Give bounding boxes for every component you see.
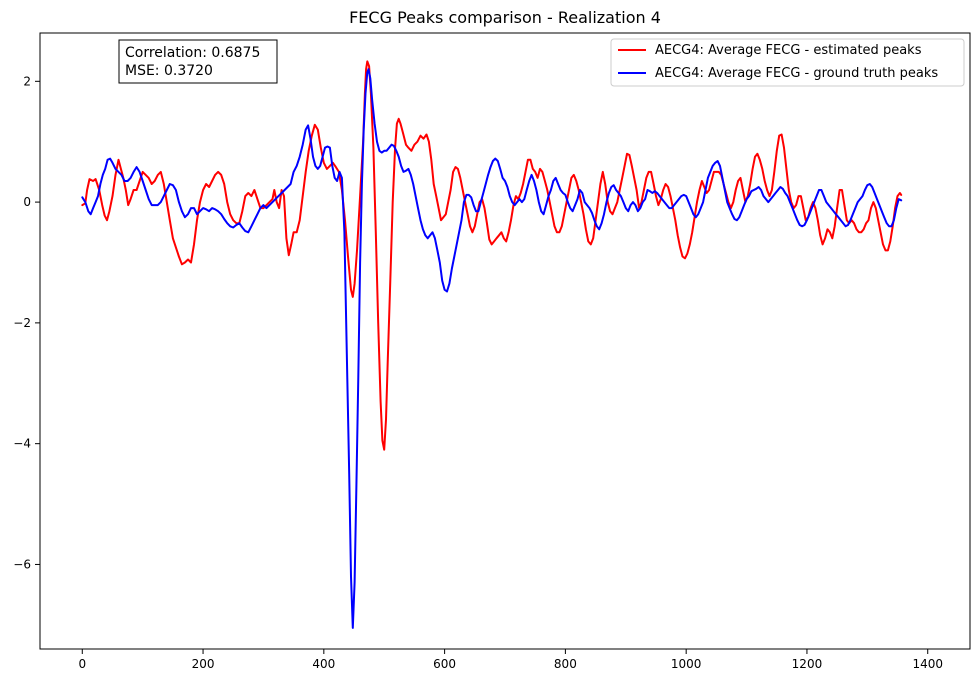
x-tick-label: 1000 [671,657,702,671]
axes-frame [39,32,971,650]
correlation-text: Correlation: 0.6875 [125,45,260,61]
x-tick-label: 0 [78,657,86,671]
legend-label-estimated: AECG4: Average FECG - estimated peaks [655,43,922,58]
y-tick-label: −4 [13,437,31,451]
y-axis: 2 0 −2 −4 −6 [13,74,40,571]
x-tick-label: 800 [554,657,577,671]
x-tick-label: 1200 [792,657,823,671]
series-line-ground-truth [81,68,903,629]
legend-label-ground-truth: AECG4: Average FECG - ground truth peaks [655,66,938,81]
y-tick-label: −6 [13,557,31,571]
chart-title: FECG Peaks comparison - Realization 4 [349,8,661,27]
x-tick-label: 1400 [912,657,943,671]
x-tick-label: 200 [192,657,215,671]
x-tick-label: 400 [312,657,335,671]
y-tick-label: 2 [23,74,31,88]
x-axis: 0 200 400 600 800 1000 1200 1400 [78,649,943,671]
plot-area [81,60,903,629]
x-tick-label: 600 [433,657,456,671]
y-tick-label: −2 [13,316,31,330]
mse-text: MSE: 0.3720 [125,63,213,79]
y-tick-label: 0 [23,195,31,209]
stats-annotation: Correlation: 0.6875 MSE: 0.3720 [118,39,278,84]
legend: AECG4: Average FECG - estimated peaks AE… [610,38,965,87]
